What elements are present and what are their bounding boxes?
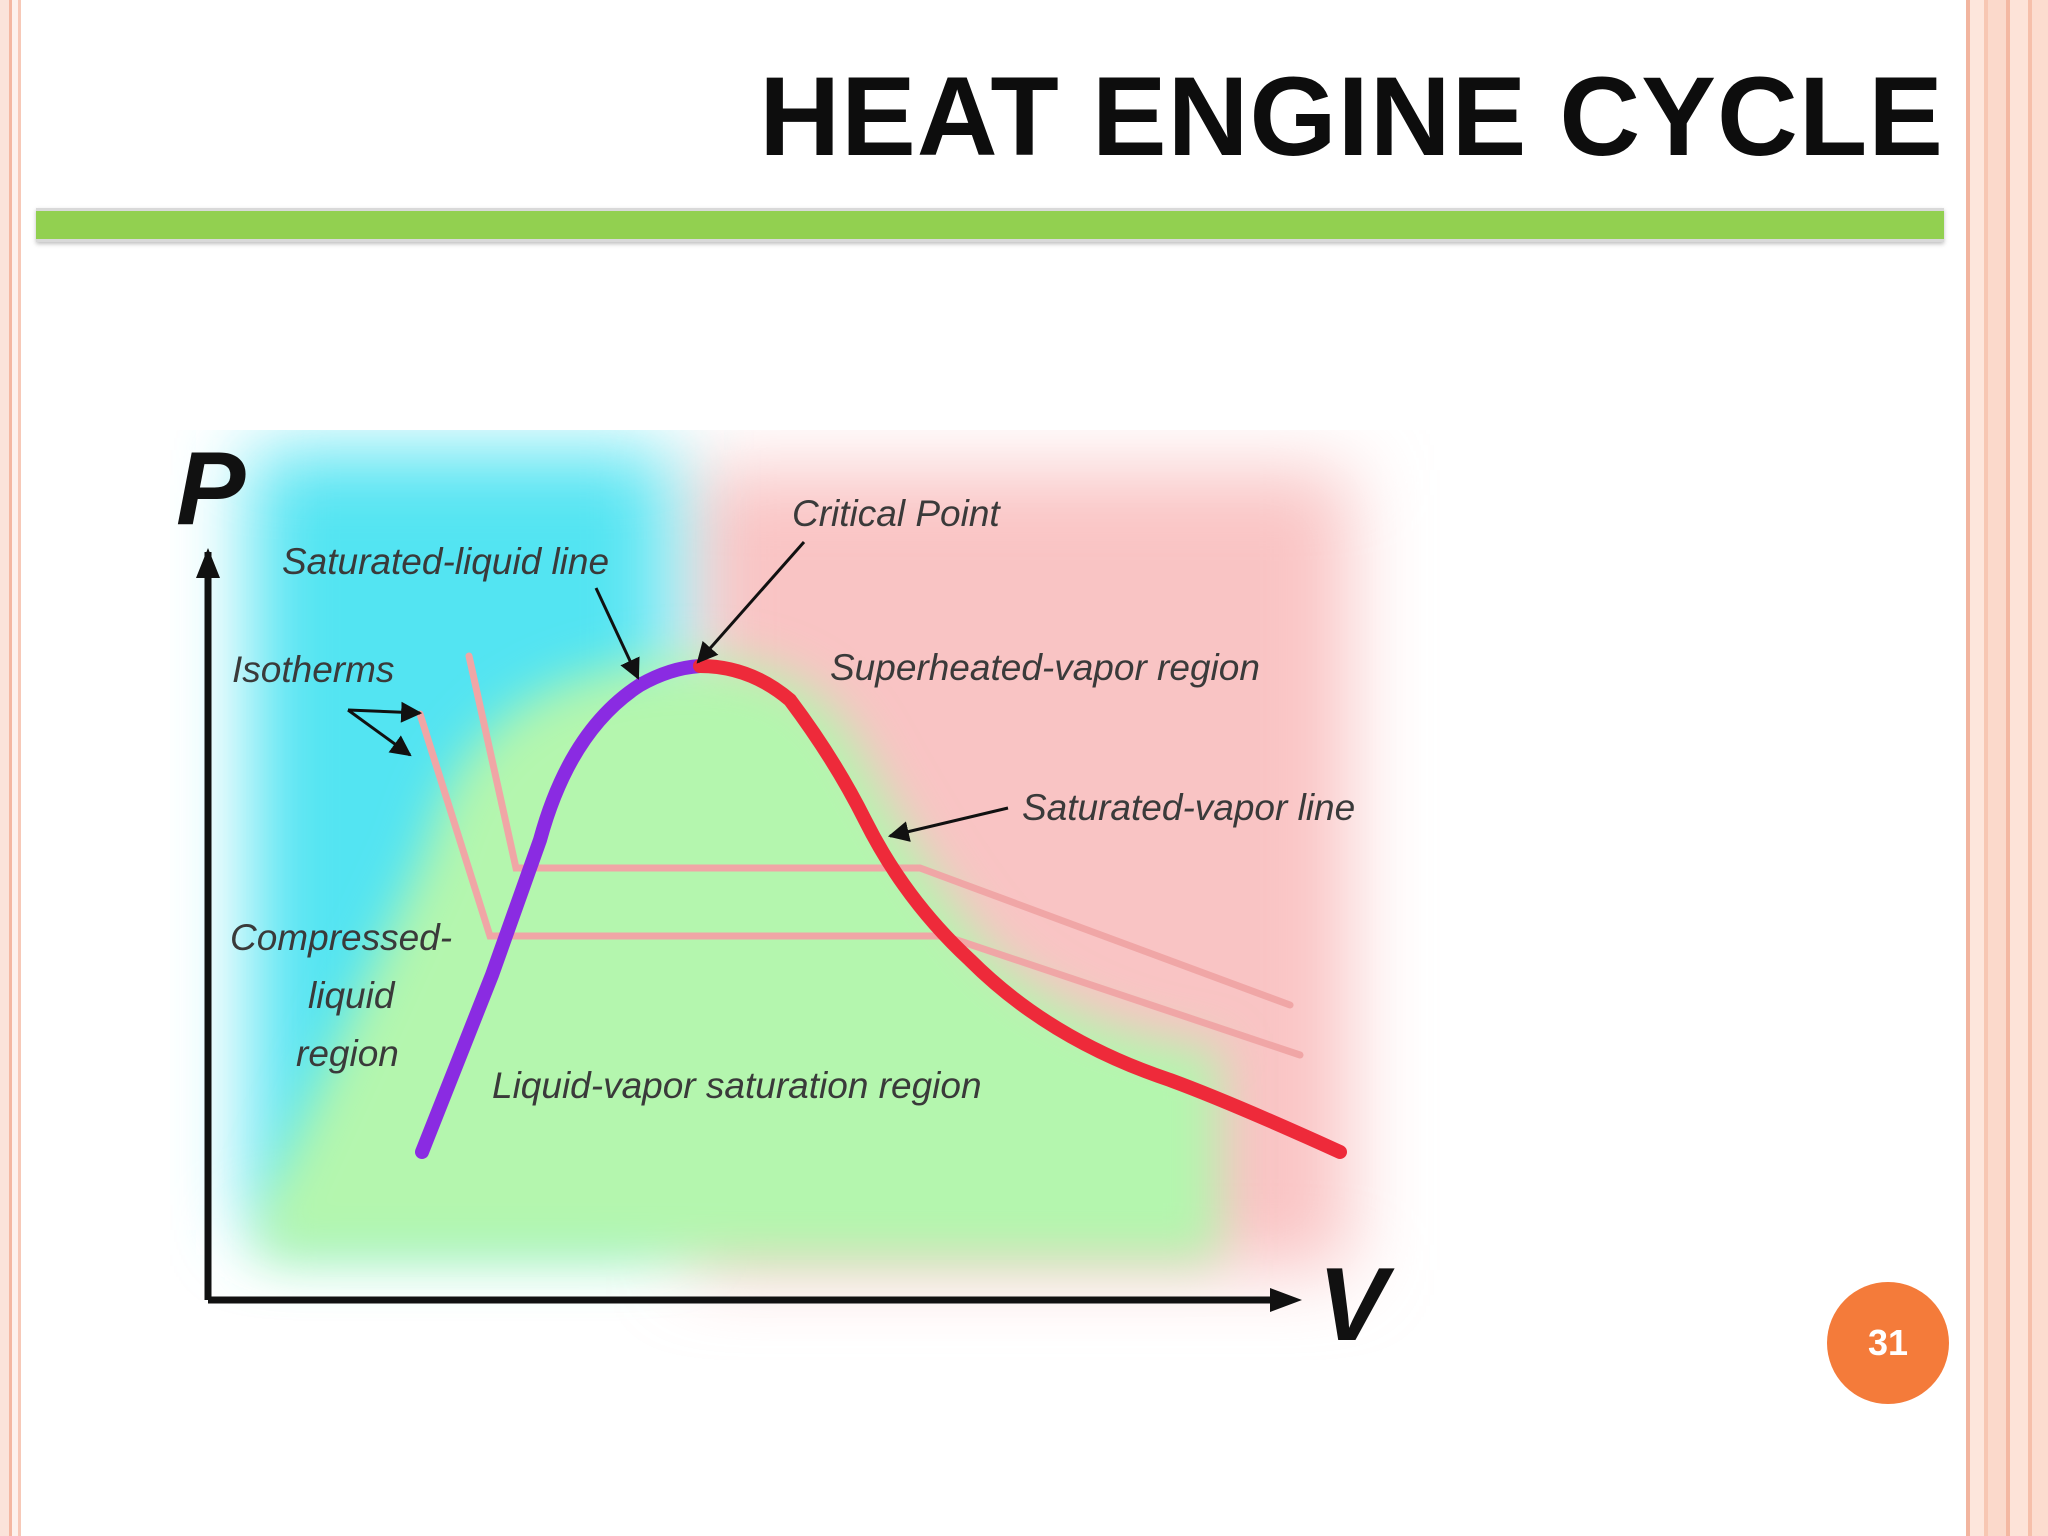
page-number-badge: 31 [1827, 1282, 1949, 1404]
saturated-vapor-arrow [887, 806, 1009, 842]
axes [204, 552, 1292, 1304]
isotherm-upper [465, 652, 1294, 1009]
critical-point-label: Critical Point [792, 493, 1001, 534]
pv-diagram: P V Critical Point Saturated-liquid line… [170, 430, 1440, 1360]
critical-point-arrow [696, 541, 806, 664]
superheated-vapor-region-label: Superheated-vapor region [830, 647, 1260, 688]
p-axis-arrow-icon [196, 548, 220, 578]
isotherms-label: Isotherms [232, 649, 394, 690]
compressed-liquid-label-line3: region [296, 1033, 399, 1074]
saturated-liquid-line [415, 659, 707, 1159]
p-axis-label: P [176, 431, 246, 547]
pv-diagram-svg: P V Critical Point Saturated-liquid line… [176, 431, 1395, 1360]
isotherm-arrow-2 [347, 708, 412, 757]
left-decorative-border [0, 0, 26, 1536]
saturated-liquid-line-label: Saturated-liquid line [282, 541, 609, 582]
v-axis-arrow-icon [1270, 1288, 1302, 1312]
compressed-liquid-label-line1: Compressed- [230, 917, 452, 958]
isotherms [416, 652, 1304, 1059]
right-decorative-border [1962, 0, 2048, 1536]
slide-title: HEAT ENGINE CYCLE [759, 54, 1944, 179]
compressed-liquid-label-line2: liquid [308, 975, 396, 1016]
liquid-vapor-saturation-region-label: Liquid-vapor saturation region [492, 1065, 982, 1106]
pointer-arrows [347, 541, 1009, 842]
isotherm-lower [416, 710, 1304, 1059]
isotherm-arrow-1 [347, 701, 423, 723]
saturated-vapor-line-label: Saturated-vapor line [1022, 787, 1355, 828]
saturated-liquid-arrow [594, 587, 640, 680]
saturated-vapor-line [693, 659, 1347, 1159]
v-axis-label: V [1318, 1247, 1395, 1360]
title-underline-bar [36, 208, 1944, 242]
